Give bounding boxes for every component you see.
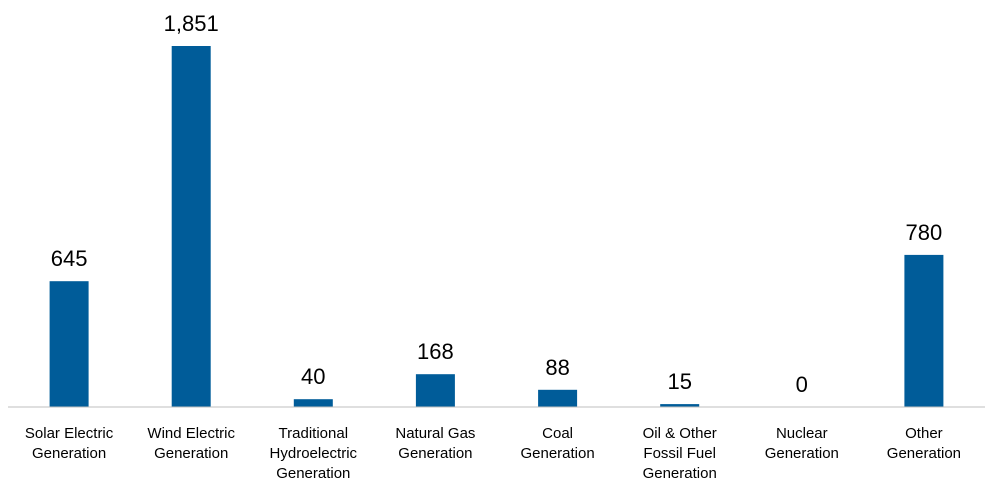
value-label-7: 780 (906, 220, 943, 245)
category-label-6: Nuclear Generation (765, 425, 839, 462)
value-label-5: 15 (667, 369, 691, 394)
category-label-0: Solar Electric Generation (25, 425, 114, 462)
category-label-line: Hydroelectric (270, 445, 358, 462)
category-label-4: Coal Generation (520, 425, 594, 462)
category-label-line: Generation (398, 445, 472, 462)
bar-7 (904, 254, 944, 407)
category-label-1: Wind Electric Generation (147, 425, 235, 462)
bar-1 (171, 46, 211, 407)
value-label-4: 88 (545, 355, 569, 380)
category-label-line: Generation (765, 445, 839, 462)
category-label-line: Natural Gas (395, 425, 475, 442)
value-label-6: 0 (796, 372, 808, 397)
value-label-0: 645 (51, 246, 88, 271)
category-label-line: Generation (276, 465, 350, 482)
value-labels-group: 645 1,851 40 168 88 15 0 780 (51, 11, 943, 397)
category-label-line: Generation (32, 445, 106, 462)
category-label-line: Generation (887, 445, 961, 462)
value-label-1: 1,851 (164, 11, 219, 36)
category-label-line: Solar Electric (25, 425, 114, 442)
bars-group (49, 46, 944, 407)
category-label-line: Oil & Other (643, 425, 717, 442)
bar-0 (49, 281, 89, 407)
bar-2 (293, 399, 333, 407)
category-label-line: Generation (154, 445, 228, 462)
category-label-line: Nuclear (776, 425, 828, 442)
category-label-7: Other Generation (887, 425, 961, 462)
category-label-3: Natural Gas Generation (395, 425, 475, 462)
category-label-line: Other (905, 425, 943, 442)
bar-5 (660, 404, 700, 407)
value-label-2: 40 (301, 364, 325, 389)
category-label-line: Generation (643, 465, 717, 482)
category-labels-group: Solar Electric Generation Wind Electric Gen… (25, 425, 961, 482)
category-label-2: Traditional Hydroelectric Generation (270, 425, 358, 482)
value-label-3: 168 (417, 339, 454, 364)
category-label-5: Oil & Other Fossil Fuel Generation (643, 425, 717, 482)
bar-4 (538, 389, 578, 407)
category-label-line: Fossil Fuel (643, 445, 716, 462)
category-label-line: Traditional (279, 425, 348, 442)
bar-3 (415, 374, 455, 407)
category-label-line: Wind Electric (147, 425, 235, 442)
category-label-line: Generation (520, 445, 594, 462)
category-label-line: Coal (542, 425, 573, 442)
